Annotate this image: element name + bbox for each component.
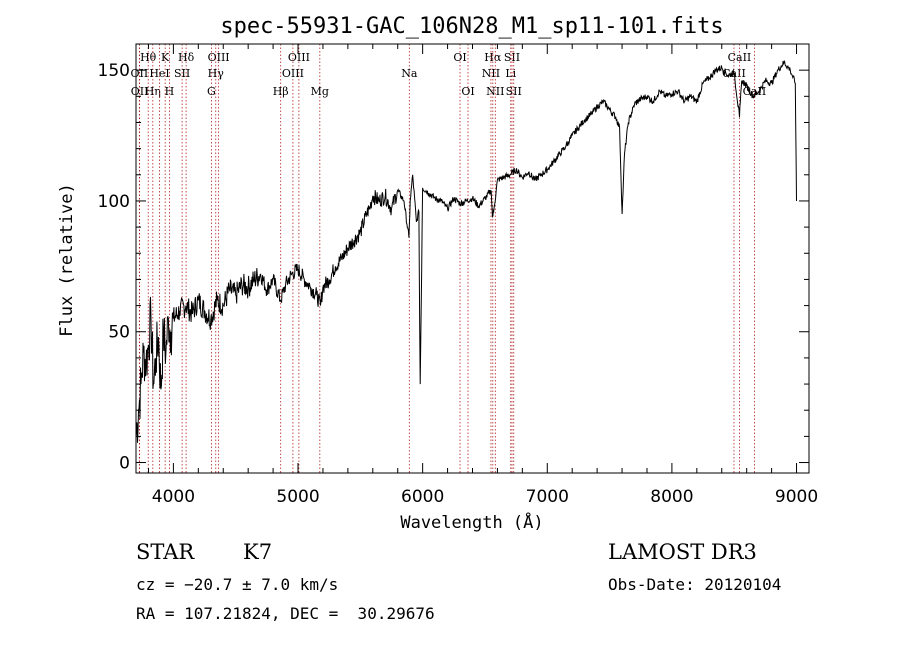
spectrum-series <box>135 59 797 443</box>
y-axis: 0 50 100 150 <box>98 61 809 474</box>
marker-label-OI-6364: OI <box>461 85 474 98</box>
marker-label-H-alpha: Hα <box>484 51 502 64</box>
x-tick-label: 4000 <box>152 487 195 507</box>
coordinates: RA = 107.21824, DEC = 30.29676 <box>136 604 435 623</box>
chart-title: spec-55931-GAC_106N28_M1_sp11-101.fits <box>220 14 723 39</box>
marker-label-G: G <box>207 85 216 98</box>
marker-label-OIII-5007: OIII <box>288 51 310 64</box>
object-class: STAR <box>136 540 195 564</box>
marker-label-NII-6583: NII <box>486 85 504 98</box>
marker-label-OI-6300: OI <box>453 51 466 64</box>
x-tick-label: 7000 <box>526 487 569 507</box>
marker-label-SII-6731: SII <box>506 85 522 98</box>
y-tick-label: 100 <box>98 192 130 212</box>
marker-label-OIII-4363: OIII <box>208 51 230 64</box>
marker-label-K: K <box>161 51 170 64</box>
x-tick-label: 8000 <box>650 487 693 507</box>
marker-label-H: H <box>165 85 175 98</box>
x-axis-label: Wavelength (Å) <box>400 511 543 533</box>
marker-label-NII-6548: NII <box>482 67 500 80</box>
marker-label-H-eta: Hη <box>145 85 161 98</box>
marker-label-CaII-8542: CaII <box>728 51 752 64</box>
marker-label-H-gamma: Hγ <box>208 67 225 80</box>
y-tick-label: 150 <box>98 61 130 81</box>
x-axis: 4000 5000 6000 7000 8000 9000 <box>147 44 818 507</box>
redshift-velocity: cz = −20.7 ± 7.0 km/s <box>136 575 339 594</box>
plot-frame <box>135 43 810 474</box>
marker-label-Mg: Mg <box>311 85 329 98</box>
marker-label-OIII-4959: OIII <box>282 67 304 80</box>
marker-label-H-beta: Hβ <box>273 85 289 98</box>
x-tick-label: 9000 <box>775 487 818 507</box>
y-tick-label: 0 <box>119 454 130 474</box>
marker-label-Li: Li <box>505 67 516 80</box>
object-subclass: K7 <box>243 540 273 564</box>
marker-label-HeI: HeI <box>149 67 169 80</box>
x-tick-label: 6000 <box>401 487 444 507</box>
spectrum-line <box>135 59 797 443</box>
marker-label-SII-blue: SII <box>174 67 190 80</box>
marker-label-H-theta: Hθ <box>140 51 157 64</box>
y-tick-label: 50 <box>108 323 130 343</box>
marker-label-OII-lower: OII <box>131 85 149 98</box>
observation-date: Obs-Date: 20120104 <box>608 575 782 594</box>
marker-label-SII-6717: SII <box>504 51 520 64</box>
marker-label-Na: Na <box>401 67 418 80</box>
marker-label-H-delta: Hδ <box>178 51 195 64</box>
y-axis-label: Flux (relative) <box>57 183 77 337</box>
survey-name: LAMOST DR3 <box>608 540 757 564</box>
x-tick-label: 5000 <box>276 487 319 507</box>
